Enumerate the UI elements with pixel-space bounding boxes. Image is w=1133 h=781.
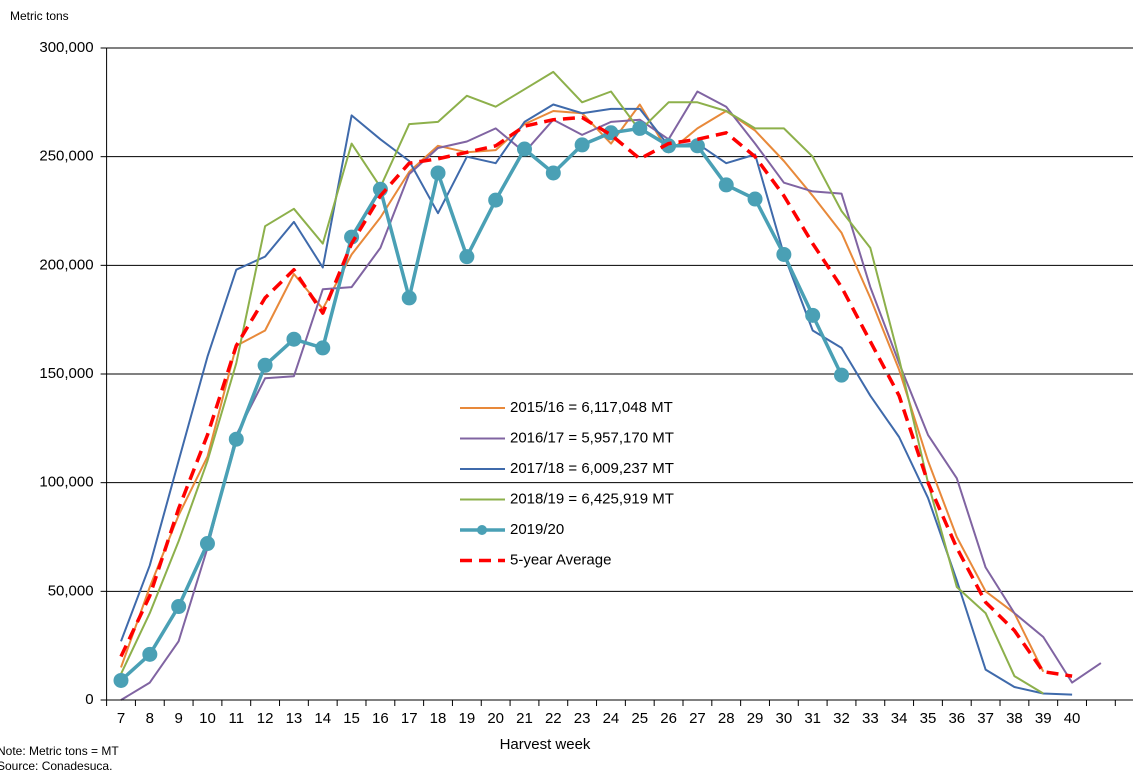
x-tick-label: 30 (776, 710, 793, 727)
x-tick-label: 16 (372, 710, 389, 727)
point (142, 646, 158, 662)
point (199, 536, 215, 552)
x-tick-label: 11 (229, 710, 245, 727)
point (805, 307, 821, 323)
x-tick-label: 10 (199, 710, 216, 727)
x-axis-label: Harvest week (500, 736, 591, 753)
y-tick-label: 150,000 (39, 365, 93, 382)
x-tick-label: 25 (631, 710, 648, 727)
point (718, 177, 734, 193)
y-tick-label: 300,000 (39, 39, 93, 56)
x-tick-label: 29 (747, 710, 764, 727)
point (574, 137, 590, 153)
point (545, 165, 561, 181)
x-tick-label: 37 (977, 710, 994, 727)
x-tick-label: 28 (718, 710, 735, 727)
x-tick-label: 14 (314, 710, 331, 727)
x-tick-label: 19 (459, 710, 476, 727)
y-tick-label: 200,000 (39, 256, 93, 273)
x-tick-label: 27 (689, 710, 706, 727)
series-line (120, 90, 1102, 701)
x-tick-label: 9 (174, 710, 182, 727)
x-tick-label: 13 (286, 710, 303, 727)
point (689, 138, 705, 154)
x-tick-label: 38 (1006, 710, 1023, 727)
point (344, 229, 360, 245)
x-tick-label: 26 (660, 710, 677, 727)
series-line (119, 115, 1073, 678)
point (488, 192, 504, 208)
x-tick-label: 7 (117, 710, 125, 727)
series-line (119, 126, 844, 682)
y-tick-label: 250,000 (39, 148, 93, 165)
point (632, 120, 648, 136)
point (661, 138, 677, 154)
y-tick-label: 50,000 (48, 582, 94, 599)
legend-label: 2018/19 = 6,425,919 MT (510, 490, 674, 507)
point (516, 141, 532, 157)
legend-label: 2019/20 (510, 521, 564, 538)
legend-label: 2016/17 = 5,957,170 MT (510, 429, 674, 446)
legend-label: 2015/16 = 6,117,048 MT (510, 399, 673, 416)
point (747, 191, 763, 207)
point (430, 165, 446, 181)
x-tick-label: 23 (574, 710, 591, 727)
point (228, 431, 244, 447)
point (401, 290, 417, 306)
legend-label: 5-year Average (510, 551, 611, 568)
point (603, 125, 619, 141)
x-tick-label: 12 (257, 710, 274, 727)
point (834, 367, 850, 383)
x-tick-label: 32 (833, 710, 850, 727)
point (113, 672, 129, 688)
legend-label: 2017/18 = 6,009,237 MT (510, 460, 674, 477)
series-line (120, 70, 1044, 695)
x-tick-label: 15 (343, 710, 360, 727)
x-tick-label: 18 (430, 710, 447, 727)
x-tick-label: 39 (1035, 710, 1052, 727)
point (171, 599, 187, 615)
point (286, 331, 302, 347)
x-tick-label: 34 (891, 710, 908, 727)
x-tick-label: 35 (920, 710, 937, 727)
note: Source: Conadesuca. (0, 759, 112, 773)
x-tick-label: 8 (146, 710, 154, 727)
x-tick-label: 33 (862, 710, 879, 727)
point (257, 357, 273, 373)
y-tick-label: 0 (85, 691, 93, 708)
y-unit-label: Metric tons (10, 9, 69, 23)
point (459, 249, 475, 265)
x-tick-label: 31 (804, 710, 821, 727)
point (776, 246, 792, 262)
x-tick-label: 17 (401, 710, 418, 727)
legend-marker (477, 525, 487, 535)
x-tick-label: 20 (487, 710, 504, 727)
x-tick-label: 24 (603, 710, 620, 727)
series-line (120, 103, 1073, 696)
x-tick-label: 21 (516, 710, 533, 727)
note: Note: Metric tons = MT (0, 744, 119, 758)
x-tick-label: 22 (545, 710, 562, 727)
point (315, 340, 331, 356)
y-tick-label: 100,000 (39, 474, 93, 491)
x-tick-label: 36 (948, 710, 965, 727)
x-tick-label: 40 (1064, 710, 1081, 727)
